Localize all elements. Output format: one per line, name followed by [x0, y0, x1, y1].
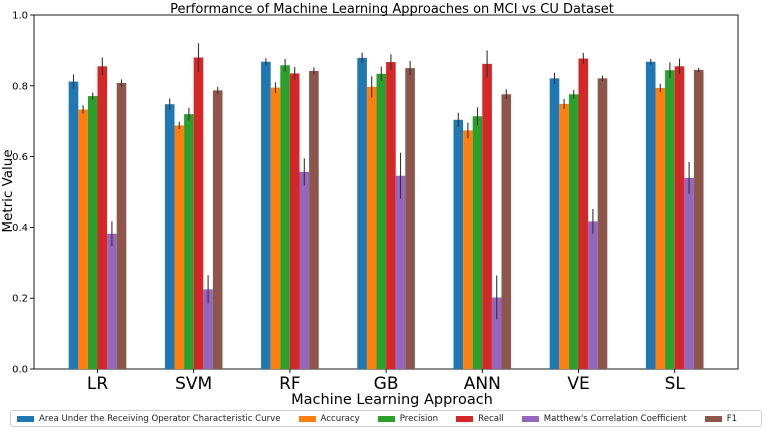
bar [116, 82, 127, 369]
bar [463, 130, 473, 369]
legend-swatch [17, 415, 34, 422]
legend-item: Matthew's Correlation Coefficient [521, 413, 687, 424]
legend-item: Precision [377, 413, 439, 424]
x-axis-label: Machine Learning Approach [291, 392, 493, 408]
x-tick-label: SVM [175, 374, 212, 394]
bar [193, 57, 204, 369]
bar [588, 221, 598, 369]
y-axis-label: Metric Value [0, 149, 16, 232]
bar [645, 61, 656, 370]
x-tick-label: VE [567, 374, 589, 394]
bar [203, 289, 213, 369]
legend-item: Recall [456, 414, 504, 424]
bar [395, 175, 406, 369]
bar [261, 61, 271, 370]
x-tick-label: ANN [464, 374, 501, 394]
legend-item: F1 [704, 413, 738, 424]
bar [212, 90, 223, 369]
bar [289, 73, 300, 369]
legend-item: Accuracy [298, 413, 360, 424]
bar [366, 86, 377, 369]
x-tick-label: RF [279, 374, 301, 394]
bar [472, 116, 483, 369]
legend-item: Area Under the Receiving Operator Charac… [17, 414, 281, 424]
bar [164, 104, 175, 369]
bar [597, 78, 608, 369]
plot-area: 0.0 0.2 0.4 0.6 0.8 1.0 LR SVM RF GB ANN VE SL [12, 11, 739, 394]
bar [482, 63, 492, 370]
bar [501, 94, 512, 370]
bar [693, 69, 704, 370]
bar [357, 57, 367, 370]
x-tick-label: LR [87, 374, 108, 394]
bar [568, 94, 579, 370]
x-tick-label: GB [374, 374, 399, 394]
y-tick-label: 0.6 [12, 152, 28, 163]
bar [491, 297, 502, 369]
legend-label: Recall [478, 413, 504, 424]
legend-label: Area Under the Receiving Operator Charac… [39, 413, 281, 424]
bar [184, 114, 194, 370]
legend-label: Precision [399, 413, 439, 424]
bar [453, 119, 464, 369]
bar [665, 70, 675, 369]
bar [87, 96, 98, 369]
y-tick-label: 0.4 [12, 223, 28, 234]
legend: Area Under the Receiving Operator Charac… [10, 410, 762, 427]
legend-swatch [521, 415, 539, 422]
bar [68, 81, 79, 369]
y-tick-label: 0.8 [12, 81, 28, 92]
y-tick-label: 0.2 [12, 294, 28, 305]
bar [299, 171, 310, 369]
bar [107, 233, 117, 369]
legend-swatch [456, 415, 474, 422]
chart-title: Performance of Machine Learning Approach… [170, 2, 614, 17]
bar [280, 65, 290, 369]
legend-swatch [704, 415, 722, 422]
x-tick-label: SL [665, 374, 686, 394]
bar [549, 78, 560, 369]
bar [174, 125, 185, 369]
bar [270, 87, 281, 369]
bar [376, 73, 387, 369]
bar [655, 87, 666, 369]
bar [309, 70, 319, 369]
y-tick-label: 0.0 [12, 365, 28, 376]
legend-label: F1 [726, 413, 738, 424]
bar [674, 66, 685, 369]
bar [386, 62, 396, 369]
legend-label: Matthew's Correlation Coefficient [543, 413, 687, 424]
bar [78, 109, 88, 369]
y-tick-label: 1.0 [12, 11, 28, 22]
bar [405, 68, 415, 369]
legend-label: Accuracy [320, 413, 360, 424]
bar [559, 103, 569, 369]
bar [97, 66, 108, 369]
legend-swatch [377, 415, 395, 422]
bar [684, 177, 694, 369]
bar [578, 58, 589, 370]
legend-swatch [298, 415, 316, 422]
